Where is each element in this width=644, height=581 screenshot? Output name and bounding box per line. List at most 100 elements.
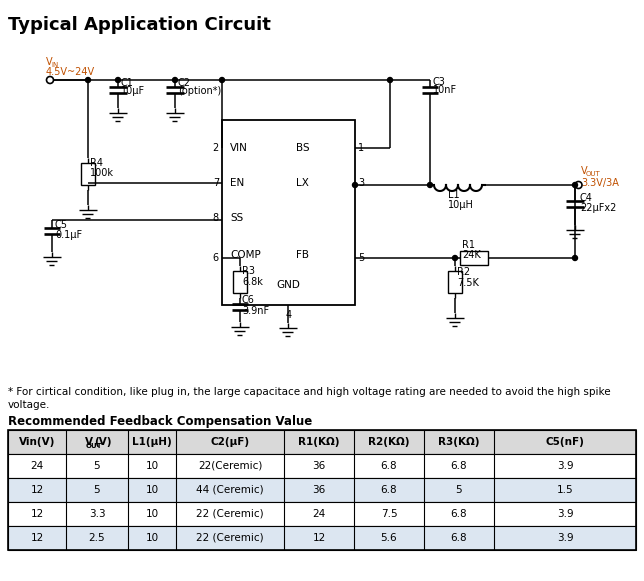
Text: C2(μF): C2(μF) — [211, 437, 250, 447]
Text: IN: IN — [51, 62, 58, 68]
Bar — [81, 163, 95, 185]
Text: OUT: OUT — [86, 443, 102, 449]
Text: 5: 5 — [93, 485, 100, 495]
Text: OUT: OUT — [586, 171, 601, 177]
Text: * For cirtical condition, like plug in, the large capacitace and high voltage ra: * For cirtical condition, like plug in, … — [8, 387, 611, 397]
Circle shape — [573, 182, 578, 188]
Text: 6.8: 6.8 — [451, 533, 468, 543]
Text: Vin(V): Vin(V) — [19, 437, 55, 447]
Text: 24K: 24K — [462, 250, 481, 260]
Text: C6: C6 — [242, 295, 255, 305]
Bar — [233, 271, 247, 293]
Text: 5: 5 — [358, 253, 365, 263]
Text: C5(nF): C5(nF) — [545, 437, 585, 447]
Text: 6.8: 6.8 — [451, 461, 468, 471]
Circle shape — [388, 77, 392, 83]
Text: R4: R4 — [90, 158, 103, 168]
Text: 6.8: 6.8 — [381, 461, 397, 471]
Bar — [8, 502, 636, 526]
Text: 5: 5 — [456, 485, 462, 495]
Text: 22 (Ceremic): 22 (Ceremic) — [196, 509, 264, 519]
Text: VIN: VIN — [230, 143, 248, 153]
Circle shape — [428, 182, 433, 188]
Text: SS: SS — [230, 213, 243, 223]
Text: R2(KΩ): R2(KΩ) — [368, 437, 410, 447]
Text: 6.8: 6.8 — [451, 509, 468, 519]
Text: 3.9nF: 3.9nF — [242, 306, 269, 316]
Text: 10nF: 10nF — [433, 85, 457, 95]
Text: C3: C3 — [433, 77, 446, 87]
Text: (option*): (option*) — [178, 86, 222, 96]
Text: 1: 1 — [358, 143, 364, 153]
Text: 5: 5 — [93, 461, 100, 471]
Text: 4: 4 — [285, 310, 292, 320]
Text: FB: FB — [296, 250, 310, 260]
Text: R3: R3 — [242, 266, 255, 276]
Circle shape — [220, 77, 225, 83]
Text: 7: 7 — [213, 178, 219, 188]
Text: 22(Ceremic): 22(Ceremic) — [198, 461, 262, 471]
Text: 2: 2 — [213, 143, 219, 153]
Text: 6.8: 6.8 — [381, 485, 397, 495]
Text: 7.5K: 7.5K — [457, 278, 479, 288]
Bar — [222, 120, 355, 305]
Text: Recommended Feedback Compensation Value: Recommended Feedback Compensation Value — [8, 415, 312, 428]
Bar — [448, 271, 462, 293]
Circle shape — [352, 182, 357, 188]
Text: 3.9: 3.9 — [556, 461, 573, 471]
Text: 36: 36 — [312, 485, 326, 495]
Text: V: V — [581, 166, 587, 176]
Text: 12: 12 — [312, 533, 326, 543]
Text: C2: C2 — [178, 78, 191, 88]
Bar — [8, 454, 636, 478]
Text: GND: GND — [276, 280, 300, 290]
Text: C1: C1 — [121, 78, 134, 88]
Text: 10: 10 — [146, 485, 158, 495]
Text: 100k: 100k — [90, 168, 114, 178]
Text: 3.3V/3A: 3.3V/3A — [581, 178, 619, 188]
Text: 0.1μF: 0.1μF — [55, 230, 82, 240]
Text: 10: 10 — [146, 509, 158, 519]
Text: C5: C5 — [55, 220, 68, 230]
Text: 12: 12 — [30, 533, 44, 543]
Text: 10: 10 — [146, 533, 158, 543]
Text: 6.8k: 6.8k — [242, 277, 263, 287]
Text: 12: 12 — [30, 509, 44, 519]
Text: C4: C4 — [580, 193, 593, 203]
Text: 24: 24 — [312, 509, 326, 519]
Text: 22 (Ceremic): 22 (Ceremic) — [196, 533, 264, 543]
Circle shape — [86, 77, 91, 83]
Text: Typical Application Circuit: Typical Application Circuit — [8, 16, 271, 34]
Text: voltage.: voltage. — [8, 400, 50, 410]
Text: 44 (Ceremic): 44 (Ceremic) — [196, 485, 264, 495]
Text: 7.5: 7.5 — [381, 509, 397, 519]
Circle shape — [453, 256, 457, 260]
Text: 3: 3 — [358, 178, 364, 188]
Text: R1: R1 — [462, 240, 475, 250]
Text: 12: 12 — [30, 485, 44, 495]
Bar — [8, 430, 636, 454]
Circle shape — [173, 77, 178, 83]
Text: 24: 24 — [30, 461, 44, 471]
Text: V: V — [85, 437, 93, 447]
Bar — [460, 251, 488, 265]
Text: EN: EN — [230, 178, 244, 188]
Text: 3.9: 3.9 — [556, 533, 573, 543]
Text: 3.9: 3.9 — [556, 509, 573, 519]
Circle shape — [573, 256, 578, 260]
Circle shape — [115, 77, 120, 83]
Text: R3(KΩ): R3(KΩ) — [439, 437, 480, 447]
Text: 6: 6 — [213, 253, 219, 263]
Text: BS: BS — [296, 143, 310, 153]
Text: 36: 36 — [312, 461, 326, 471]
Text: R2: R2 — [457, 267, 470, 277]
Text: L1: L1 — [448, 190, 460, 200]
Text: V: V — [46, 57, 53, 67]
Text: 2.5: 2.5 — [89, 533, 106, 543]
Text: 8: 8 — [213, 213, 219, 223]
Text: 4.5V~24V: 4.5V~24V — [46, 67, 95, 77]
Bar — [8, 478, 636, 502]
Text: LX: LX — [296, 178, 309, 188]
Text: 10: 10 — [146, 461, 158, 471]
Text: 1.5: 1.5 — [556, 485, 573, 495]
